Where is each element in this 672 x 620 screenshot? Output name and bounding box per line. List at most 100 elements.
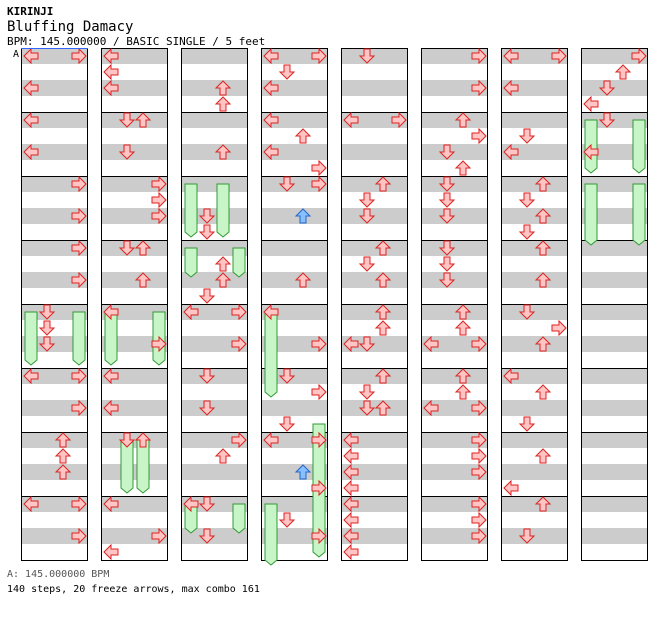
step-arrow-up: [214, 272, 232, 288]
step-arrow-right: [471, 527, 487, 545]
step-arrow-left: [23, 47, 39, 65]
beat-stripe: [21, 528, 88, 544]
step-arrow-right: [71, 239, 87, 257]
step-arrow-down: [438, 176, 456, 192]
step-arrow-down: [438, 240, 456, 256]
step-arrow-left: [263, 303, 279, 321]
step-arrow-left: [343, 527, 359, 545]
step-arrow-left: [23, 495, 39, 513]
bpm-summary: A: 145.000000 BPM: [7, 569, 110, 580]
freeze-arrow: [184, 247, 198, 278]
notes-layer: [23, 47, 647, 561]
beat-stripe: [101, 528, 168, 544]
beat-stripe: [581, 496, 648, 512]
step-arrow-down: [198, 288, 216, 304]
beat-stripe: [501, 496, 568, 512]
beat-stripe: [421, 368, 488, 384]
beat-stripe: [181, 240, 248, 256]
step-arrow-up: [54, 432, 72, 448]
step-arrow-left: [343, 335, 359, 353]
beat-stripe: [181, 48, 248, 64]
beat-stripe: [261, 48, 328, 64]
step-arrow-right: [71, 495, 87, 513]
step-arrow-right: [471, 495, 487, 513]
step-arrow-left: [183, 303, 199, 321]
beat-stripe: [101, 400, 168, 416]
step-arrow-right: [471, 127, 487, 145]
step-arrow-up: [374, 320, 392, 336]
beat-stripe: [21, 112, 88, 128]
beat-stripe: [581, 336, 648, 352]
beat-stripe: [581, 48, 648, 64]
step-arrow-right: [631, 47, 647, 65]
beat-stripe: [341, 272, 408, 288]
step-arrow-up: [454, 320, 472, 336]
beat-stripe: [501, 464, 568, 480]
step-arrow-down: [358, 208, 376, 224]
step-arrow-left: [343, 111, 359, 129]
beat-stripe: [341, 528, 408, 544]
chart-info: BPM: 145.000000 / BASIC SINGLE / 5 feet: [7, 35, 266, 48]
step-arrow-down: [278, 176, 296, 192]
beat-stripe: [581, 464, 648, 480]
step-arrow-down: [198, 224, 216, 240]
step-arrow-down: [358, 384, 376, 400]
step-arrow-right: [311, 335, 327, 353]
beat-stripe: [261, 400, 328, 416]
step-arrow-left: [103, 303, 119, 321]
step-arrow-left: [423, 399, 439, 417]
beat-stripe: [581, 400, 648, 416]
freeze-arrow: [136, 439, 150, 494]
step-arrow-down: [278, 512, 296, 528]
step-arrow-down: [38, 336, 56, 352]
step-arrow-down: [438, 272, 456, 288]
beat-stripe: [501, 208, 568, 224]
step-arrow-right: [231, 431, 247, 449]
step-arrow-left: [343, 447, 359, 465]
freeze-arrow: [232, 503, 246, 534]
step-stats: 140 steps, 20 freeze arrows, max combo 1…: [7, 584, 260, 595]
step-arrow-up: [214, 448, 232, 464]
step-arrow-up: [214, 256, 232, 272]
freeze-arrow: [584, 183, 598, 246]
beat-stripe: [501, 112, 568, 128]
beat-stripe: [261, 432, 328, 448]
step-arrow-left: [343, 479, 359, 497]
step-arrow-right: [151, 175, 167, 193]
step-arrow-up: [454, 304, 472, 320]
beat-stripe: [181, 432, 248, 448]
song-title: Bluffing Damacy: [7, 19, 134, 35]
beat-stripe: [101, 272, 168, 288]
column-border: [261, 48, 328, 561]
beat-stripe: [21, 208, 88, 224]
step-arrow-up: [454, 160, 472, 176]
step-arrow-down: [438, 192, 456, 208]
step-arrow-left: [343, 511, 359, 529]
step-arrow-left: [103, 367, 119, 385]
beat-stripe: [261, 112, 328, 128]
step-arrow-right: [311, 159, 327, 177]
step-arrow-down: [278, 368, 296, 384]
step-arrow-up: [374, 368, 392, 384]
step-arrow-up: [534, 240, 552, 256]
step-arrow-right: [311, 527, 327, 545]
beat-stripe: [21, 400, 88, 416]
step-arrow-left: [23, 79, 39, 97]
beat-stripe: [581, 368, 648, 384]
beat-stripe: [341, 432, 408, 448]
beat-stripe: [421, 432, 488, 448]
column-border: [181, 48, 248, 561]
beat-stripe: [501, 176, 568, 192]
freeze-arrow: [24, 311, 38, 366]
step-arrow-down: [118, 432, 136, 448]
beat-stripe: [501, 400, 568, 416]
step-arrow-right: [551, 47, 567, 65]
step-arrow-up: [534, 208, 552, 224]
step-arrow-down: [198, 400, 216, 416]
beat-stripe: [501, 240, 568, 256]
beat-stripe: [421, 80, 488, 96]
step-arrow-up: [614, 64, 632, 80]
step-arrow-right: [311, 47, 327, 65]
beat-stripe: [181, 176, 248, 192]
